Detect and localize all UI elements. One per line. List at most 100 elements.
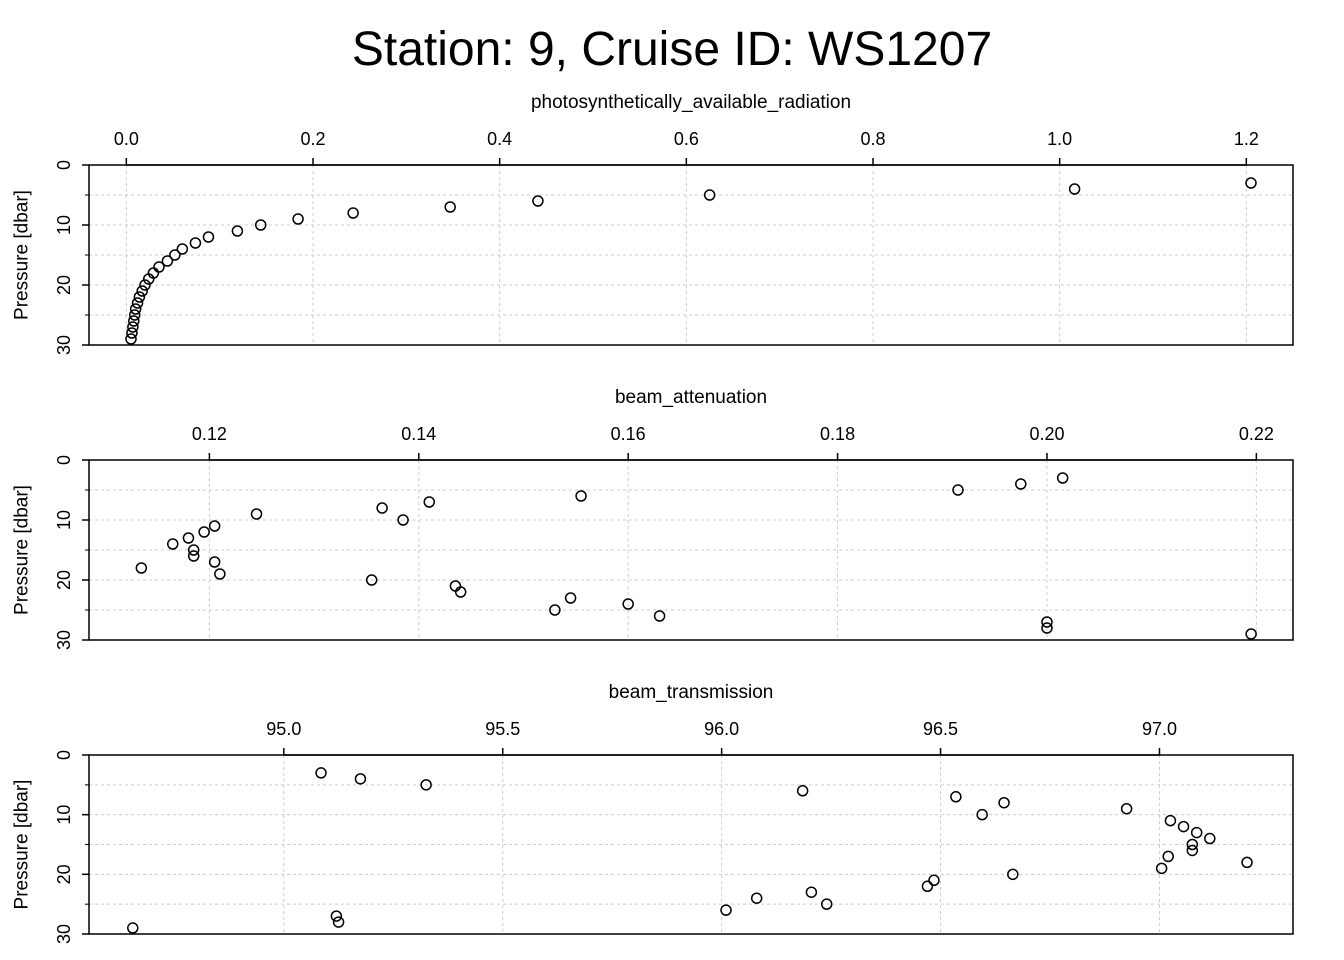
- data-point: [127, 321, 139, 333]
- data-point: [564, 592, 577, 604]
- data-point: [330, 910, 343, 922]
- data-point: [182, 532, 195, 544]
- x-axis-title: beam_transmission: [609, 682, 774, 703]
- x-tick-label: 0.8: [860, 129, 885, 149]
- y-axis-title: Pressure [dbar]: [12, 190, 33, 320]
- data-point: [950, 791, 962, 803]
- data-point: [454, 586, 467, 598]
- x-tick-label: 96.5: [923, 719, 958, 739]
- x-tick-label: 0.6: [674, 129, 699, 149]
- x-tick-label: 0.22: [1239, 424, 1274, 444]
- data-point: [1204, 832, 1216, 845]
- data-point: [1041, 622, 1053, 634]
- data-point: [365, 574, 378, 586]
- data-point: [720, 904, 732, 916]
- data-point: [127, 922, 139, 934]
- y-tick-label: 0: [54, 160, 74, 170]
- x-tick-label: 0.12: [192, 424, 227, 444]
- y-axis-beam-transmission: 0 10 20 30: [54, 750, 89, 944]
- data-point: [1241, 856, 1253, 869]
- data-point: [332, 916, 345, 928]
- data-point: [354, 773, 367, 785]
- chart-title: Station: 9, Cruise ID: WS1207: [351, 23, 993, 76]
- data-point: [153, 261, 165, 273]
- x-tick-label: 0.4: [487, 129, 512, 149]
- data-point: [315, 767, 327, 779]
- x-axis-beam-transmission: 95.0 95.5 96.0 96.5 97.0: [266, 719, 1177, 756]
- y-tick-label: 30: [54, 630, 74, 650]
- data-point: [125, 333, 137, 345]
- data-point: [976, 808, 988, 821]
- x-tick-label: 0.20: [1029, 424, 1064, 444]
- data-point: [376, 502, 388, 514]
- y-tick-label: 0: [54, 750, 74, 760]
- x-tick-label: 96.0: [704, 719, 739, 739]
- x-tick-label: 95.0: [266, 719, 301, 739]
- data-point: [292, 213, 304, 225]
- data-point: [1007, 868, 1019, 881]
- data-point: [622, 598, 634, 610]
- data-point: [198, 526, 210, 538]
- y-tick-label: 20: [54, 275, 74, 295]
- y-tick-label: 20: [54, 864, 74, 884]
- panel-photosynthetically-available-radiation: 0.0 0.2 0.4 0.6 0.8 1.0 1.2 photosynthetically_…: [12, 92, 1294, 355]
- data-point: [1041, 616, 1053, 628]
- x-tick-label: 1.2: [1234, 129, 1259, 149]
- x-axis-title: photosynthetically_available_radiation: [531, 92, 851, 113]
- x-tick-label: 1.0: [1047, 129, 1072, 149]
- data-point: [796, 785, 809, 797]
- data-point: [231, 225, 244, 237]
- data-point: [161, 255, 174, 267]
- y-tick-label: 10: [54, 510, 74, 530]
- data-point: [1015, 478, 1027, 490]
- data-point: [1186, 844, 1199, 857]
- data-point: [397, 514, 409, 526]
- x-axis-title: beam_attenuation: [615, 387, 767, 408]
- data-point: [532, 195, 544, 207]
- data-point: [703, 189, 716, 201]
- y-tick-label: 10: [54, 805, 74, 825]
- data-point: [347, 207, 359, 219]
- data-point: [444, 201, 456, 213]
- data-point: [1162, 850, 1174, 863]
- x-tick-label: 0.16: [611, 424, 646, 444]
- series-beam-attenuation: [135, 472, 1257, 640]
- panel-beam-transmission: 95.0 95.5 96.0 96.5 97.0 beam_transmission 0 10…: [12, 682, 1294, 944]
- data-point: [449, 580, 462, 592]
- y-axis-title: Pressure [dbar]: [12, 485, 33, 615]
- y-axis-title: Pressure [dbar]: [12, 780, 33, 910]
- data-point: [135, 562, 148, 574]
- data-point: [250, 508, 263, 520]
- data-point: [189, 237, 202, 249]
- y-axis-beam-attenuation: 0 10 20 30: [54, 455, 89, 650]
- data-point: [820, 898, 833, 910]
- y-tick-label: 0: [54, 455, 74, 465]
- series-beam-transmission: [127, 767, 1253, 934]
- data-point: [187, 550, 200, 562]
- data-point: [202, 231, 215, 243]
- data-point: [575, 490, 587, 502]
- data-point: [139, 279, 151, 291]
- x-tick-label: 95.5: [485, 719, 520, 739]
- x-tick-label: 97.0: [1142, 719, 1177, 739]
- x-tick-label: 0.14: [401, 424, 436, 444]
- y-tick-label: 30: [54, 335, 74, 355]
- data-point: [1190, 826, 1203, 839]
- data-point: [131, 297, 144, 309]
- data-point: [1245, 177, 1257, 189]
- data-point: [1245, 628, 1257, 640]
- y-tick-label: 10: [54, 215, 74, 235]
- data-point: [214, 568, 226, 580]
- x-tick-label: 0.0: [114, 129, 139, 149]
- data-point: [420, 779, 432, 791]
- x-axis-photosynthetically-available-radiation: 0.0 0.2 0.4 0.6 0.8 1.0 1.2: [114, 129, 1259, 166]
- data-point: [169, 249, 181, 261]
- data-point: [549, 604, 561, 616]
- data-point: [805, 886, 818, 898]
- data-point: [133, 291, 146, 303]
- data-point: [126, 327, 138, 339]
- x-axis-beam-attenuation: 0.12 0.14 0.16 0.18 0.20 0.22: [192, 424, 1274, 461]
- x-tick-label: 0.2: [300, 129, 325, 149]
- data-point: [1056, 472, 1069, 484]
